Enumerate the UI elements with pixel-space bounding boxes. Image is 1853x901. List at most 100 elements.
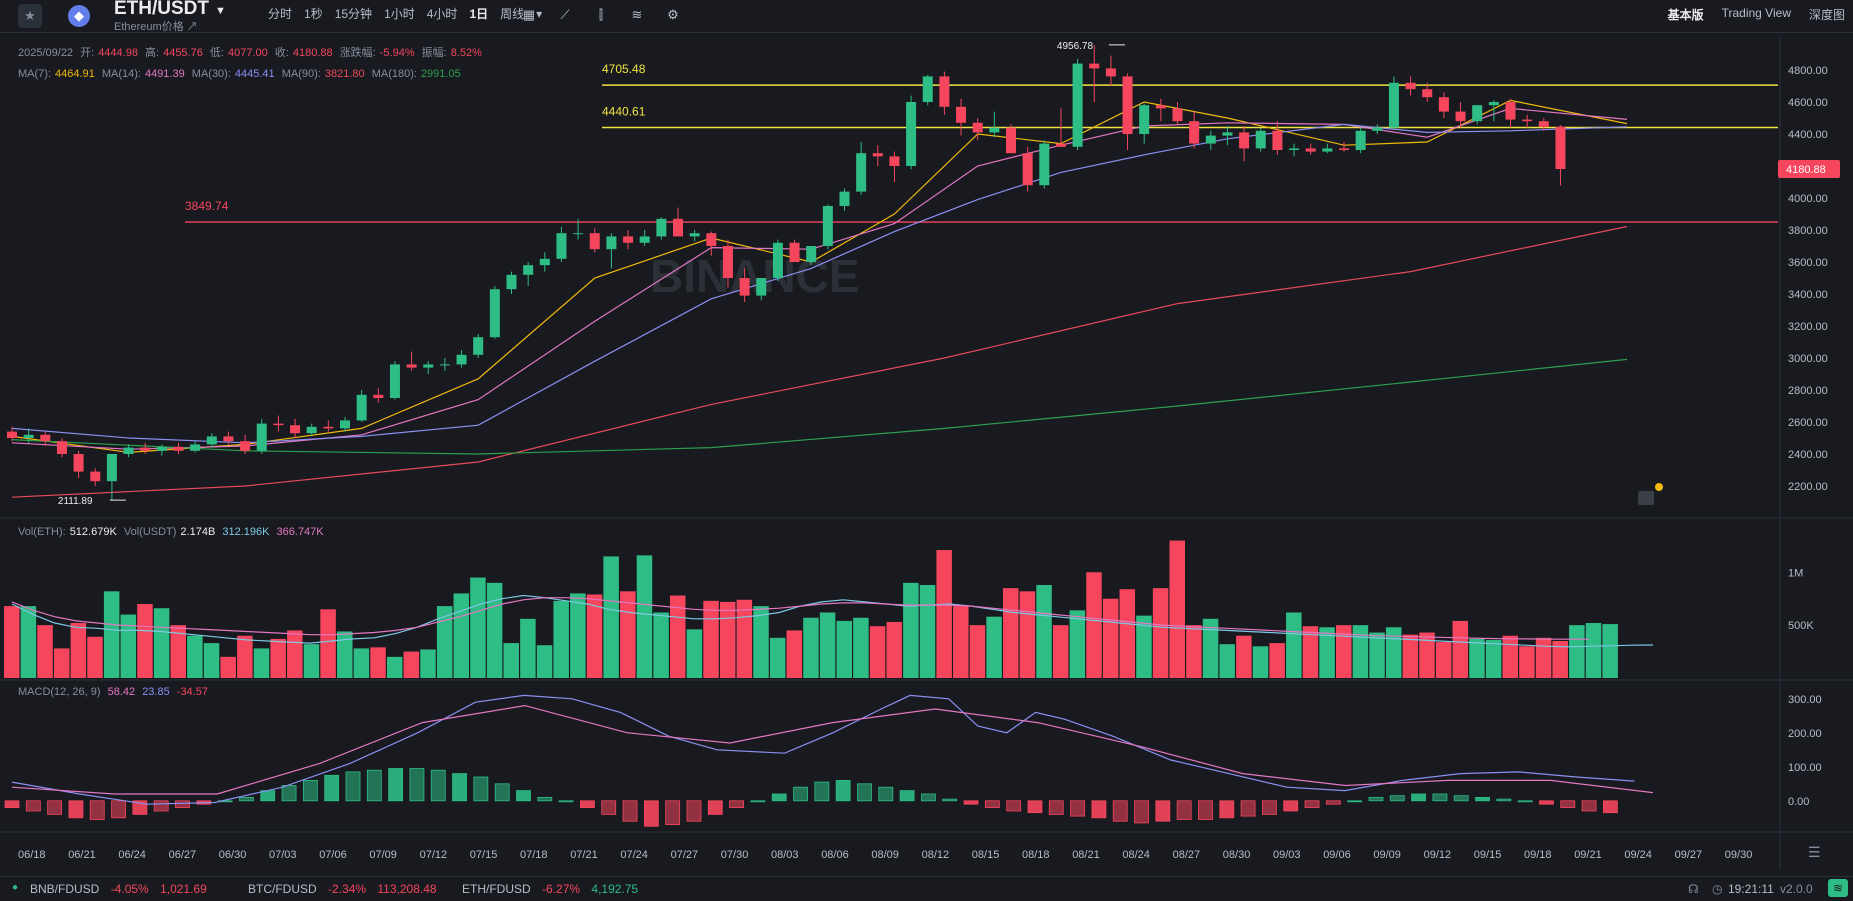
- volume-bar: [1502, 635, 1518, 678]
- price-chart[interactable]: BINANCE 4705.48 4440.61 3849.74 4956.78 211…: [0, 0, 1853, 876]
- candle-type-icon[interactable]: ⫿: [598, 7, 604, 22]
- macd-dea-value: 23.85: [142, 686, 170, 698]
- extreme-price-label: 2111.89: [58, 496, 93, 507]
- interval-tab[interactable]: 4小时: [426, 7, 458, 21]
- macd-histogram-bar: [1347, 800, 1363, 803]
- view-basic[interactable]: 基本版: [1667, 8, 1704, 22]
- volume-bar: [1585, 623, 1602, 678]
- ticker-item[interactable]: BNB/FDUSD -4.05% 1,021.69: [30, 882, 207, 896]
- candle-body: [1139, 105, 1150, 134]
- candle-body: [623, 236, 634, 243]
- macd-histogram-bar: [239, 797, 254, 802]
- ohlc-date: 2025/09/22: [18, 47, 74, 59]
- volume-bar: [686, 629, 703, 678]
- candle-body: [1555, 126, 1566, 170]
- macd-histogram-bar: [1453, 795, 1469, 802]
- headset-icon[interactable]: ☊: [1688, 882, 1699, 896]
- volume-bar: [1385, 627, 1402, 678]
- macd-histogram-bar: [1198, 800, 1213, 820]
- draw-tool-icon[interactable]: ⟋: [560, 7, 570, 22]
- macd-histogram-bar: [793, 786, 808, 802]
- macd-dea-line: [11, 704, 1654, 795]
- candle-body: [1522, 119, 1533, 122]
- time-axis-tick: 07/03: [269, 849, 297, 861]
- price-axis-tick: 2600.00: [1788, 417, 1828, 429]
- candle-body: [673, 218, 683, 237]
- ticker-item[interactable]: ETH/FDUSD -6.27% 4,192.75: [462, 882, 639, 896]
- pair-subtitle[interactable]: Ethereum价格 ↗: [114, 21, 198, 33]
- time-axis-tick: 09/12: [1424, 849, 1452, 861]
- candle-body: [1122, 76, 1133, 134]
- volume-bar: [719, 601, 736, 678]
- candle-body: [1006, 127, 1016, 154]
- time-axis-tick: 06/21: [68, 849, 96, 861]
- volume-bar: [536, 645, 553, 678]
- price-axis-tick: 2800.00: [1788, 385, 1828, 397]
- wifi-status-icon: ≋: [1828, 879, 1848, 897]
- vol-usdt-value: 2.174B: [180, 526, 216, 538]
- view-tradingview[interactable]: Trading View: [1721, 6, 1791, 20]
- candle-body: [1189, 121, 1200, 144]
- macd-histogram-bar: [175, 800, 190, 808]
- volume-bar: [986, 616, 1002, 678]
- view-switcher: 基本版 Trading View 深度图: [1668, 6, 1845, 23]
- time-axis-tick: 06/24: [118, 849, 146, 861]
- ma90-line: [11, 225, 1628, 498]
- volume-bar: [386, 656, 403, 678]
- volume-bar: [1535, 637, 1552, 678]
- macd-histogram-bar: [302, 780, 318, 802]
- volume-bar: [670, 595, 686, 678]
- indicators-icon[interactable]: ≋: [631, 7, 643, 22]
- ticker-item[interactable]: BTC/FDUSD -2.34% 113,208.48: [248, 882, 437, 896]
- interval-tab-active[interactable]: 1日: [469, 7, 489, 21]
- macd-histogram-bar: [1155, 800, 1171, 822]
- candle-body: [389, 364, 400, 398]
- interval-tab[interactable]: 周线: [500, 7, 525, 21]
- volume-bar: [953, 606, 969, 678]
- candle-body: [456, 354, 467, 365]
- candle-body: [573, 233, 584, 235]
- calendar-icon[interactable]: ▦: [522, 7, 536, 22]
- interval-tab[interactable]: 15分钟: [334, 7, 373, 21]
- time-axis-tick: 06/30: [219, 849, 247, 861]
- interval-tab[interactable]: 分时: [268, 7, 293, 21]
- vol-eth-value: 512.679K: [69, 526, 117, 538]
- candle-body: [123, 447, 134, 454]
- interval-tab[interactable]: 1小时: [384, 7, 415, 21]
- volume-bar: [486, 582, 503, 678]
- axis-settings-icon[interactable]: ☰: [1808, 844, 1821, 860]
- view-depth[interactable]: 深度图: [1808, 8, 1845, 22]
- interval-dropdown-icon[interactable]: ▾: [536, 7, 543, 21]
- volume-bar: [270, 638, 286, 678]
- volume-bar: [886, 621, 902, 678]
- candle-body: [256, 423, 267, 451]
- candle-body: [306, 426, 317, 434]
- candle-body: [1289, 148, 1300, 150]
- clock-time: 19:21:11: [1728, 882, 1774, 896]
- volume-bar: [703, 600, 719, 678]
- candle-body: [1339, 148, 1349, 150]
- macd-histogram-bar: [494, 783, 510, 802]
- alert-bell-icon[interactable]: [1638, 483, 1663, 505]
- volume-bar: [586, 594, 603, 678]
- interval-tab[interactable]: 1秒: [304, 7, 323, 21]
- candle-body: [473, 337, 484, 355]
- settings-gear-icon[interactable]: ⚙: [667, 7, 679, 22]
- price-axis-tick: 3000.00: [1788, 353, 1828, 365]
- favorite-star-icon[interactable]: ★: [18, 4, 42, 28]
- price-axis-tick: 4000.00: [1788, 193, 1828, 205]
- ohlc-legend: 2025/09/22 开: 4444.98 高: 4455.76 低: 4077.00…: [18, 47, 482, 59]
- candle-body: [539, 258, 550, 266]
- candle-body: [1155, 105, 1166, 109]
- watermark: BINANCE: [650, 250, 860, 302]
- macd-histogram-bar: [111, 800, 126, 819]
- candle-body: [240, 441, 251, 451]
- time-axis-tick: 07/12: [420, 849, 448, 861]
- horizontal-level-label: 3849.74: [185, 199, 229, 213]
- price-axis-tick: 3200.00: [1788, 321, 1828, 333]
- time-axis-tick: 08/15: [972, 849, 1000, 861]
- pair-selector[interactable]: ETH/USDT ▼: [114, 0, 226, 20]
- caret-down-icon: ▼: [215, 5, 226, 17]
- volume-bar: [1569, 625, 1585, 678]
- candle-body: [489, 289, 500, 338]
